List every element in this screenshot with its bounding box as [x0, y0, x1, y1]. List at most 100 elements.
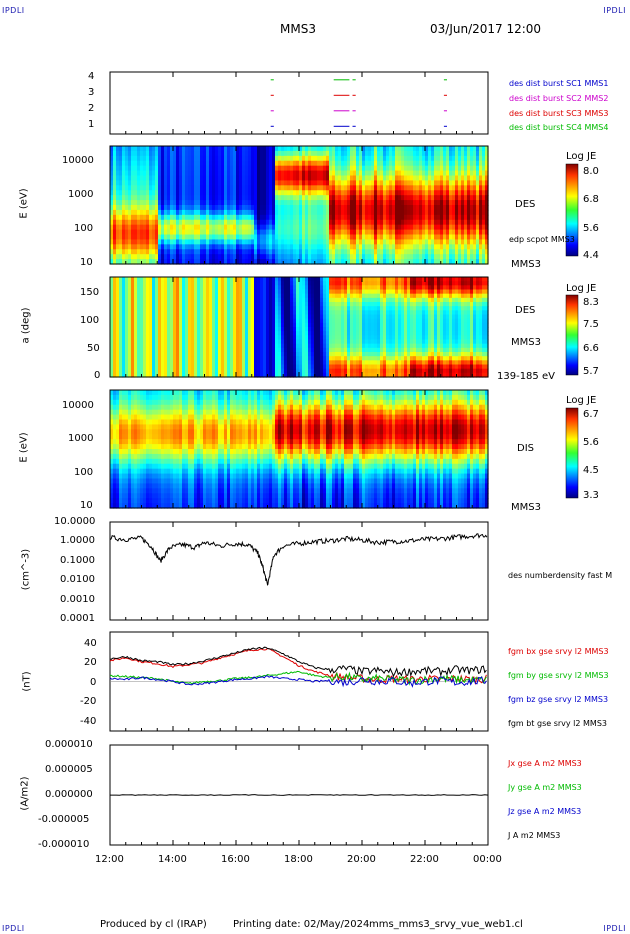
spectrogram-cell [164, 281, 168, 286]
spectrogram-cell [179, 372, 183, 378]
spectrogram-cell [260, 293, 264, 299]
spectrogram-cell [245, 160, 249, 167]
spectrogram-cell [296, 314, 300, 320]
spectrogram-cell [134, 277, 138, 282]
spectrogram-cell [266, 180, 270, 186]
spectrogram-cell [287, 175, 291, 182]
spectrogram-cell [386, 254, 390, 260]
spectrogram-cell [338, 331, 342, 336]
spectrogram-cell [326, 259, 330, 265]
spectrogram-cell [134, 249, 138, 255]
spectrogram-cell [335, 306, 339, 311]
spectrogram-cell [347, 190, 351, 196]
spectrogram-cell [329, 155, 333, 162]
spectrogram-cell [209, 339, 213, 345]
spectrogram-cell [323, 190, 327, 196]
spectrogram-cell [449, 244, 453, 250]
spectrogram-cell [188, 229, 192, 236]
spectrogram-cell [374, 200, 378, 206]
spectrogram-cell [260, 281, 264, 286]
spectrogram-cell [275, 364, 279, 370]
spectrogram-cell [446, 175, 450, 182]
spectrogram-cell [179, 302, 183, 307]
spectrogram-cell [326, 229, 330, 236]
spectrogram-cell [446, 214, 450, 221]
spectrogram-cell [125, 200, 129, 206]
spectrogram-cell [449, 205, 453, 211]
spectrogram-cell [137, 347, 141, 353]
spectrogram-cell [122, 331, 126, 336]
spectrogram-cell [203, 224, 207, 231]
spectrogram-cell [404, 234, 408, 241]
spectrogram-cell [122, 249, 126, 255]
spectrogram-cell [275, 190, 279, 196]
spectrogram-cell [131, 190, 135, 196]
spectrogram-cell [281, 322, 285, 328]
spectrogram-cell [215, 195, 219, 201]
spectrogram-cell [335, 293, 339, 299]
spectrogram-cell [296, 165, 300, 172]
spectrogram-cell [425, 224, 429, 231]
spectrogram-cell [371, 229, 375, 236]
spectrogram-cell [290, 293, 294, 299]
spectrogram-cell [308, 219, 312, 226]
spectrogram-cell [233, 214, 237, 221]
spectrogram-cell [335, 170, 339, 177]
spectrogram-cell [329, 219, 333, 226]
spectrogram-cell [335, 322, 339, 328]
spectrogram-cell [131, 259, 135, 265]
spectrogram-cell [467, 234, 471, 241]
spectrogram-cell [416, 219, 420, 226]
spectrogram-cell [152, 352, 156, 357]
spectrogram-cell [158, 352, 162, 357]
spectrogram-cell [149, 364, 153, 370]
spectrogram-cell [149, 239, 153, 245]
spectrogram-cell [146, 322, 150, 328]
spectrogram-cell [419, 165, 423, 172]
spectrogram-cell [239, 224, 243, 231]
spectrogram-cell [221, 343, 225, 349]
spectrogram-cell [362, 185, 366, 191]
spectrogram-cell [401, 239, 405, 245]
spectrogram-cell [152, 285, 156, 291]
spectrogram-cell [326, 360, 330, 366]
spectrogram-cell [182, 234, 186, 241]
spectrogram-cell [254, 285, 258, 291]
spectrogram-cell [401, 254, 405, 260]
spectrogram-cell [131, 293, 135, 299]
spectrogram-cell [227, 343, 231, 349]
spectrogram-cell [389, 180, 393, 186]
spectrogram-cell [221, 281, 225, 286]
spectrogram-cell [209, 322, 213, 328]
spectrogram-cell [302, 339, 306, 345]
spectrogram-cell [431, 200, 435, 206]
spectrogram-cell [239, 180, 243, 186]
spectrogram-cell [164, 155, 168, 162]
spectrogram-cell [347, 322, 351, 328]
spectrogram-cell [176, 190, 180, 196]
spectrogram-cell [446, 224, 450, 231]
spectrogram-cell [260, 285, 264, 291]
spectrogram-cell [335, 180, 339, 186]
spectrogram-cell [350, 185, 354, 191]
spectrogram-cell [167, 239, 171, 245]
spectrogram-cell [479, 259, 483, 265]
spectrogram-cell [155, 306, 159, 311]
spectrogram-cell [131, 214, 135, 221]
spectrogram-cell [206, 368, 210, 374]
spectrogram-cell [110, 160, 114, 167]
spectrogram-cell [314, 306, 318, 311]
spectrogram-cell [482, 209, 486, 216]
spectrogram-cell [275, 200, 279, 206]
spectrogram-cell [341, 219, 345, 226]
spectrogram-cell [368, 180, 372, 186]
spectrogram-cell [428, 150, 432, 157]
spectrogram-cell [146, 195, 150, 201]
spectrogram-cell [341, 195, 345, 201]
spectrogram-cell [125, 170, 129, 177]
spectrogram-cell [398, 160, 402, 167]
spectrogram-cell [383, 170, 387, 177]
spectrogram-cell [257, 281, 261, 286]
spectrogram-cell [446, 254, 450, 260]
spectrogram-cell [116, 356, 120, 361]
